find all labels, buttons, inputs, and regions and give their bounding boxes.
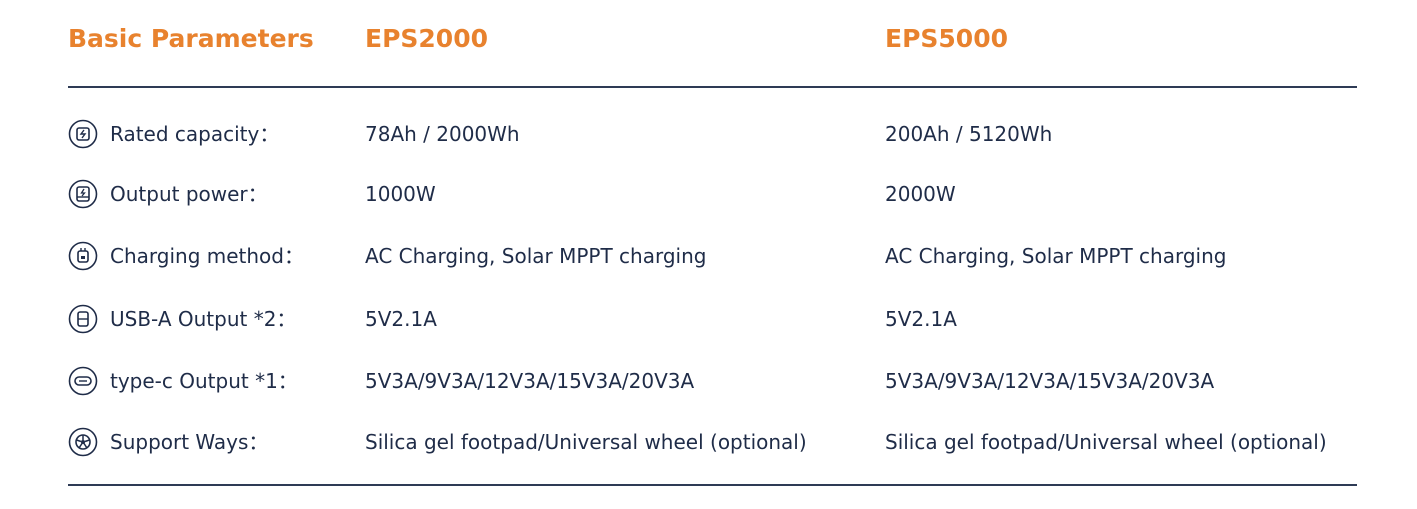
- row-icon: [68, 119, 98, 149]
- row-value: Silica gel footpad/Universal wheel (opti…: [885, 430, 1327, 454]
- row-value: 200Ah / 5120Wh: [885, 122, 1053, 146]
- row-icon: [68, 304, 98, 334]
- row-value: 5V3A/9V3A/12V3A/15V3A/20V3A: [885, 369, 1215, 393]
- row-value: 5V2.1A: [365, 307, 437, 331]
- row-value: 78Ah / 2000Wh: [365, 122, 520, 146]
- divider: [68, 484, 1357, 486]
- row-value: 5V2.1A: [885, 307, 957, 331]
- row-label: USB-A Output *2：: [110, 307, 297, 331]
- row-label: Charging method：: [110, 244, 304, 268]
- row-value: Silica gel footpad/Universal wheel (opti…: [365, 430, 807, 454]
- row-value: 5V3A/9V3A/12V3A/15V3A/20V3A: [365, 369, 695, 393]
- row-value: AC Charging, Solar MPPT charging: [885, 244, 1227, 268]
- row-label: type-c Output *1：: [110, 369, 298, 393]
- column-heading: EPS5000: [885, 24, 1008, 53]
- column-heading: EPS2000: [365, 24, 488, 53]
- row-icon: [68, 179, 98, 209]
- row-label: Rated capacity：: [110, 122, 280, 146]
- row-value: 1000W: [365, 182, 436, 206]
- row-value: AC Charging, Solar MPPT charging: [365, 244, 707, 268]
- row-value: 2000W: [885, 182, 956, 206]
- row-label: Output power：: [110, 182, 268, 206]
- row-label: Support Ways：: [110, 430, 269, 454]
- row-icon: [68, 427, 98, 457]
- row-icon: [68, 241, 98, 271]
- row-icon: [68, 366, 98, 396]
- divider: [68, 86, 1357, 88]
- header-title: Basic Parameters: [68, 24, 314, 53]
